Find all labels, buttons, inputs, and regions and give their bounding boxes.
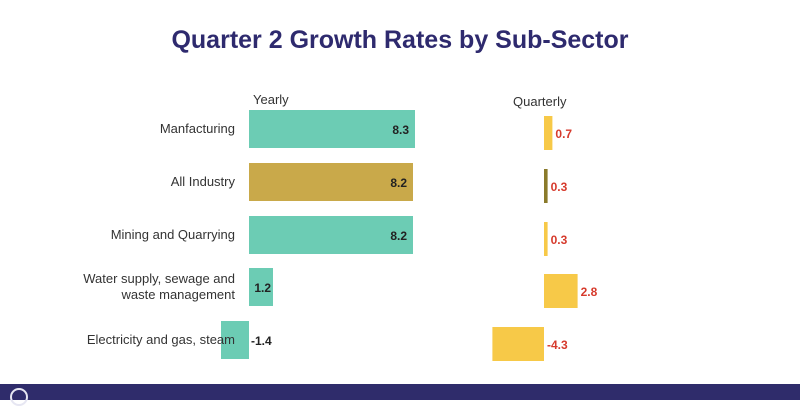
quarterly-panel-title: Quarterly <box>513 94 567 109</box>
quarterly-value-label: -4.3 <box>547 338 568 352</box>
category-label: Water supply, sewage and waste management <box>83 271 235 302</box>
category-label: All Industry <box>171 174 236 189</box>
quarterly-bar <box>544 222 548 256</box>
yearly-bar <box>249 163 413 201</box>
yearly-value-label: 8.2 <box>390 229 407 243</box>
yearly-value-label: -1.4 <box>251 334 272 348</box>
logo-icon <box>10 388 28 406</box>
quarterly-bar <box>544 274 578 308</box>
yearly-value-label: 8.3 <box>392 123 409 137</box>
category-label: Manfacturing <box>160 121 235 136</box>
yearly-bar <box>249 216 413 254</box>
quarterly-value-label: 2.8 <box>581 285 598 299</box>
yearly-panel-title: Yearly <box>253 92 289 107</box>
yearly-bar <box>221 321 249 359</box>
yearly-value-label: 8.2 <box>390 176 407 190</box>
chart-title: Quarter 2 Growth Rates by Sub-Sector <box>171 26 629 54</box>
footer-band <box>0 384 800 400</box>
yearly-bar <box>249 110 415 148</box>
category-label: Electricity and gas, steam <box>87 332 235 347</box>
yearly-value-label: 1.2 <box>254 281 271 295</box>
quarterly-value-label: 0.3 <box>551 180 568 194</box>
quarterly-bar <box>544 116 553 150</box>
quarterly-bar <box>544 169 548 203</box>
category-label: Mining and Quarrying <box>111 227 235 242</box>
quarterly-value-label: 0.3 <box>551 233 568 247</box>
quarterly-value-label: 0.7 <box>555 127 572 141</box>
quarterly-bar <box>492 327 544 361</box>
yearly-bar <box>249 268 273 306</box>
